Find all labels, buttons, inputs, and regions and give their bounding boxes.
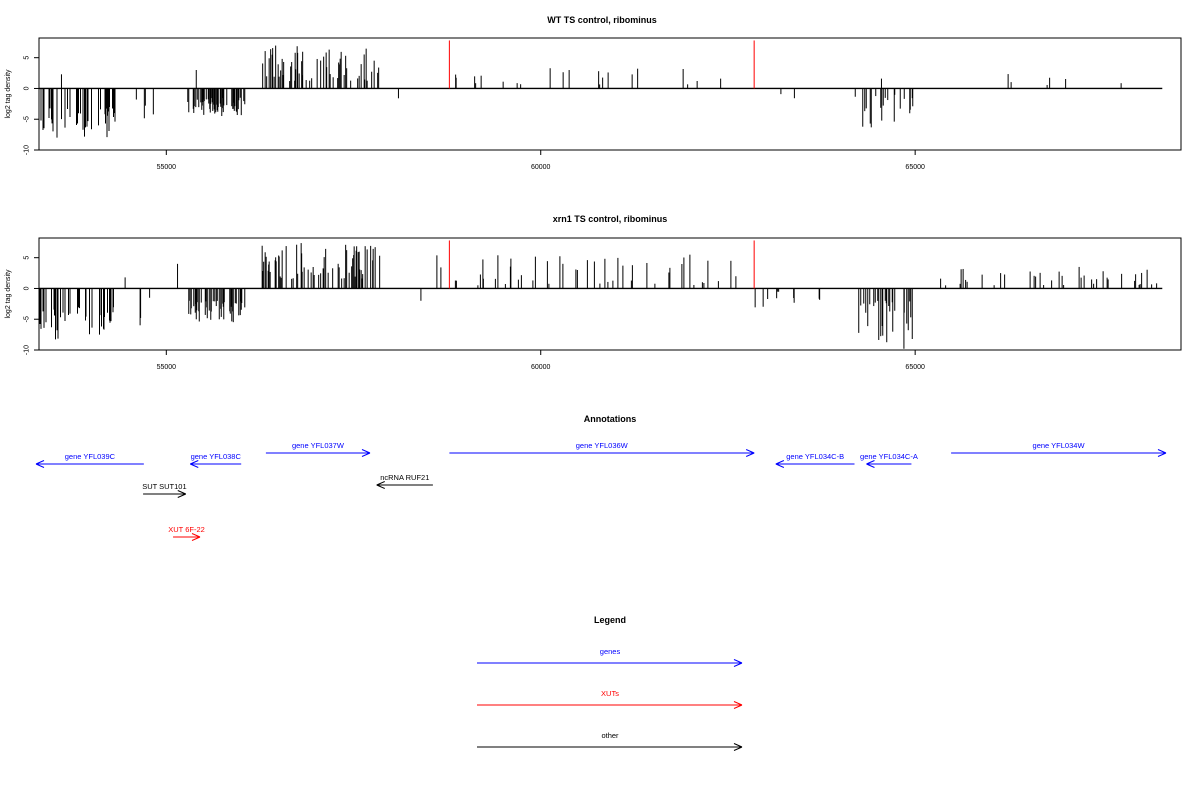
arrow-head: [733, 662, 743, 667]
x-tick-label: 55000: [157, 364, 177, 371]
arrow-head: [733, 704, 743, 709]
signal-region: [780, 88, 795, 99]
arrow-head: [376, 481, 385, 486]
panel-2-axes: 55000 60000 65000 -10 -5 0 5: [24, 256, 925, 371]
y-tick-label: 5: [24, 256, 31, 260]
y-tick-label: -5: [24, 116, 31, 122]
annotation-feature: gene YFL034C-A: [860, 452, 918, 468]
panel-2-y-axis-label: log2 tag density: [5, 269, 12, 319]
arrow-head: [376, 484, 385, 489]
signal-region: [1007, 74, 1122, 89]
feature-label: gene YFL036W: [576, 441, 629, 450]
annotation-feature: gene YFL037W: [265, 441, 371, 457]
annotation-feature: gene YFL036W: [449, 441, 755, 457]
arrow-head: [1157, 449, 1167, 454]
x-tick-label: 55000: [157, 164, 177, 171]
legend-label: XUTs: [601, 689, 619, 698]
signal-region: [858, 288, 913, 343]
panel-1-bars: [38, 40, 1163, 138]
arrow-head: [866, 460, 875, 465]
arrow-head: [191, 536, 201, 541]
y-tick-label: -10: [24, 145, 31, 155]
signal-region: [455, 68, 722, 89]
legend: genes XUTs other: [477, 647, 743, 751]
arrow-head: [745, 449, 755, 454]
panel-1-title: WT TS control, ribominus: [547, 15, 657, 25]
legend-item: genes: [477, 647, 743, 667]
arrow-head: [1157, 452, 1167, 457]
feature-label: gene YFL034C-A: [860, 452, 918, 461]
panel-2-title: xrn1 TS control, ribominus: [553, 214, 668, 224]
legend-label: genes: [600, 647, 621, 656]
signal-region: [38, 88, 116, 138]
signal-region: [854, 88, 914, 128]
arrow-head: [733, 701, 743, 706]
y-tick-label: -5: [24, 316, 31, 322]
arrow-head: [177, 493, 186, 498]
signal-region: [262, 45, 380, 89]
y-tick-label: -10: [24, 345, 31, 355]
feature-label: gene YFL034C-B: [786, 452, 844, 461]
arrow-head: [733, 743, 743, 748]
arrow-head: [190, 460, 199, 465]
arrow-head: [733, 746, 743, 751]
signal-region: [754, 288, 821, 308]
arrow-head: [177, 490, 186, 495]
panel-1-axes: 55000 60000 65000 -10 -5 0 5: [24, 56, 925, 171]
legend-label: other: [601, 731, 619, 740]
signal-region: [261, 243, 381, 289]
panel-2-bars: [39, 240, 1163, 349]
x-tick-label: 65000: [905, 164, 925, 171]
signal-region: [940, 266, 1158, 289]
arrow-head: [733, 659, 743, 664]
annotation-feature: gene YFL038C: [190, 452, 241, 468]
annotation-feature: gene YFL039C: [35, 452, 144, 468]
arrow-head: [35, 463, 45, 468]
annotation-feature: XUT 6F-22: [168, 525, 205, 541]
legend-item: other: [477, 731, 743, 751]
signal-region: [139, 288, 151, 326]
arrow-head: [191, 533, 201, 538]
arrow-head: [190, 463, 199, 468]
annotation-feature: gene YFL034W: [951, 441, 1167, 457]
arrow-head: [361, 449, 371, 454]
panel-2-frame: [38, 237, 1182, 351]
signal-region: [188, 288, 246, 323]
x-tick-label: 65000: [905, 364, 925, 371]
signal-region: [39, 288, 114, 340]
x-tick-label: 60000: [531, 364, 551, 371]
legend-item: XUTs: [477, 689, 743, 709]
arrow-head: [775, 463, 785, 468]
feature-label: SUT SUT101: [142, 482, 186, 491]
signal-region: [143, 88, 154, 119]
y-tick-label: 0: [24, 286, 31, 290]
arrow-head: [866, 463, 875, 468]
annotation-track: gene YFL039C gene YFL038C gene YFL037W gene…: [35, 441, 1167, 541]
arrow-head: [35, 460, 45, 465]
x-tick-label: 60000: [531, 164, 551, 171]
feature-label: ncRNA RUF21: [380, 473, 429, 482]
feature-label: gene YFL038C: [191, 452, 242, 461]
annotation-feature: SUT SUT101: [142, 482, 187, 498]
arrow-head: [361, 452, 371, 457]
y-tick-label: 0: [24, 86, 31, 90]
arrow-head: [745, 452, 755, 457]
annotation-feature: ncRNA RUF21: [376, 473, 433, 489]
feature-label: gene YFL037W: [292, 441, 345, 450]
feature-label: gene YFL034W: [1033, 441, 1086, 450]
y-tick-label: 5: [24, 56, 31, 60]
feature-label: gene YFL039C: [65, 452, 116, 461]
panel-1-y-axis-label: log2 tag density: [5, 69, 12, 119]
signal-region: [187, 88, 246, 117]
legend-title: Legend: [594, 615, 626, 625]
annotations-title: Annotations: [584, 414, 637, 424]
arrow-head: [775, 460, 785, 465]
annotation-feature: gene YFL034C-B: [775, 452, 855, 468]
feature-label: XUT 6F-22: [168, 525, 205, 534]
signal-region: [436, 254, 737, 289]
